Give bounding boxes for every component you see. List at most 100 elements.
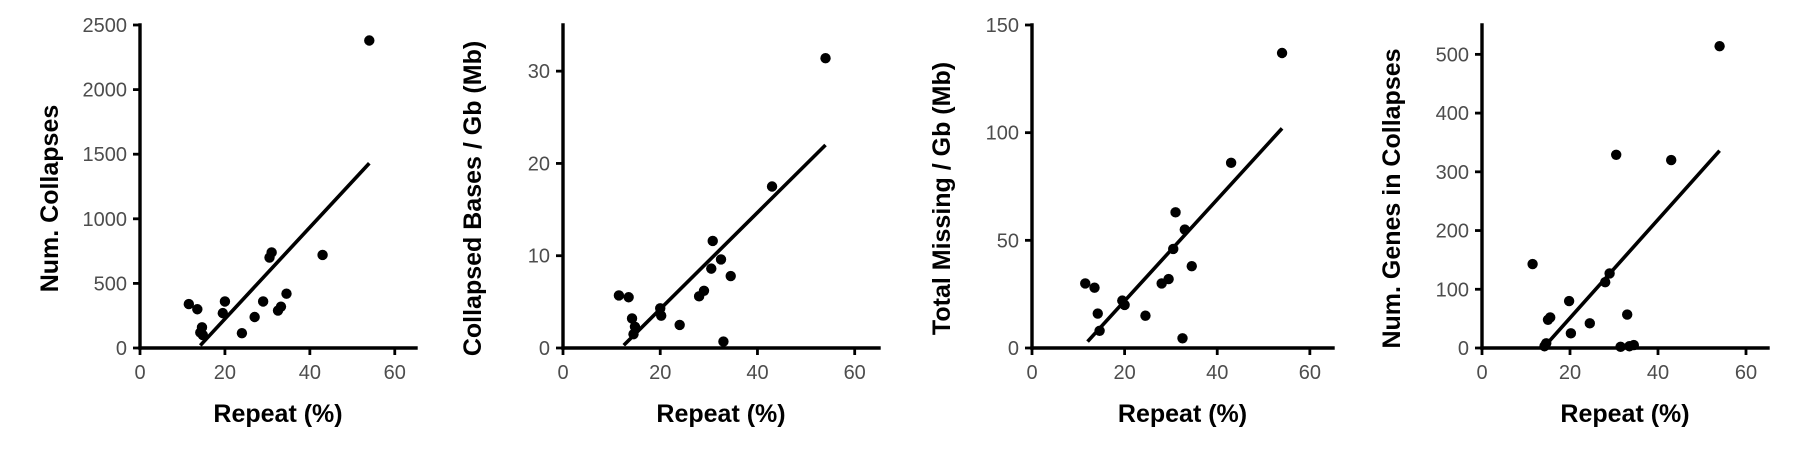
data-point [725,270,736,282]
x-tick-label: 60 [384,362,406,384]
y-tick-label: 2500 [83,15,128,37]
x-tick-label: 40 [746,362,768,384]
x-tick-label: 20 [649,362,671,384]
y-tick-label: 1000 [83,209,128,231]
data-point [1563,295,1575,307]
x-tick-label: 0 [1476,362,1487,384]
data-point [257,296,269,307]
x-axis-title: Repeat (%) [1560,400,1689,428]
y-tick-label: 0 [1458,338,1469,360]
regression-line [198,162,371,347]
x-axis-title: Repeat (%) [1118,400,1247,428]
data-point [715,254,727,265]
y-tick-label: 0 [1008,338,1019,360]
y-axis-title: Num. Collapses [36,105,64,293]
data-point [1545,312,1556,323]
x-axis-title: Repeat (%) [213,400,342,428]
data-point [707,235,718,247]
x-tick-label: 40 [1647,362,1669,384]
data-point [766,181,778,192]
data-point [1186,260,1197,272]
x-tick-label: 0 [557,362,568,384]
data-point [1080,278,1091,289]
y-tick-label: 2000 [83,80,128,102]
data-point [197,329,209,341]
y-tick-label: 0 [539,338,550,360]
x-tick-label: 0 [134,362,145,384]
data-point [1089,282,1100,293]
data-point [1140,310,1151,321]
data-point [249,311,260,323]
data-point [1225,157,1237,169]
y-tick-label: 100 [986,123,1019,145]
data-point [219,296,231,307]
regression-line [622,143,827,347]
chart-panel-4: 0 20 40 60 0 100 200 300 400 500 Repeat (%) Num. Ge… [1378,23,1770,428]
y-tick-label: 100 [1436,279,1469,301]
y-tick-label: 150 [986,15,1019,37]
y-axis-title: Num. Genes in Collapses [1378,48,1406,348]
y-tick-label: 300 [1436,162,1469,184]
x-tick-label: 40 [1206,362,1228,384]
data-point [192,304,203,315]
data-point [1177,333,1188,344]
data-point [1600,277,1611,288]
data-point [275,301,287,312]
data-point [1094,325,1105,336]
x-axis-title: Repeat (%) [656,400,785,428]
data-point [1527,258,1538,270]
data-point [266,247,277,258]
chart-panel-1: 0 20 40 60 0 500 1000 1500 2000 2500 Repeat (%) Num… [36,15,418,428]
x-tick-label: 40 [299,362,321,384]
y-tick-label: 200 [1436,221,1469,243]
data-point [1170,207,1181,218]
x-tick-label: 60 [1735,362,1757,384]
data-point [623,292,634,303]
x-tick-label: 0 [1026,362,1037,384]
data-point [1163,273,1174,285]
regression-line [1086,127,1284,343]
x-tick-label: 60 [1299,362,1321,384]
data-point [217,307,228,319]
y-tick-label: 500 [1436,44,1469,66]
data-point [1541,338,1552,349]
data-point [1611,149,1622,160]
y-tick-label: 20 [528,153,550,175]
x-tick-label: 20 [214,362,236,384]
data-point [364,35,375,46]
data-point [706,263,717,274]
data-point [1628,339,1640,351]
y-tick-label: 50 [997,230,1019,252]
x-tick-label: 60 [844,362,866,384]
data-point [613,290,625,301]
y-axis-title: Total Missing / Gb (Mb) [928,62,956,335]
chart-panel-2: 0 20 40 60 0 10 20 30 Repeat (%) Collapsed Bases … [459,23,881,428]
data-point [1615,341,1626,353]
y-tick-label: 10 [528,246,550,268]
y-tick-label: 0 [116,338,127,360]
data-point [1622,309,1633,320]
data-point [718,336,729,347]
data-point [1276,47,1288,59]
y-tick-label: 500 [94,273,127,295]
regression-line [1544,149,1721,347]
data-point [1179,224,1191,235]
data-point [656,310,667,321]
y-tick-label: 1500 [83,144,128,166]
data-point [626,313,638,324]
data-point [1119,299,1130,311]
data-point [698,285,710,296]
data-point [236,327,248,339]
data-point [629,321,641,332]
data-point [820,53,831,64]
data-point [1584,318,1596,329]
data-point [1666,154,1677,166]
data-point [674,319,685,331]
y-tick-label: 30 [528,61,550,83]
data-point [281,288,292,299]
data-point [183,298,195,310]
x-tick-label: 20 [1113,362,1135,384]
x-tick-label: 20 [1559,362,1581,384]
y-tick-label: 400 [1436,103,1469,125]
